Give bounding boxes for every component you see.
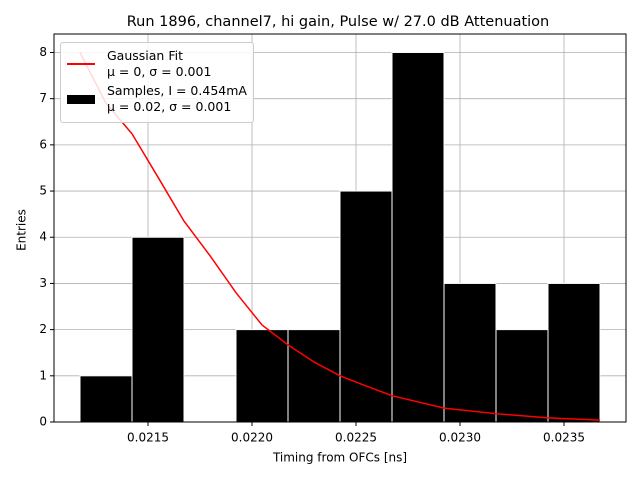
bar (495, 329, 549, 423)
x-axis-label: Timing from OFCs [ns] (272, 451, 407, 465)
bar (391, 51, 445, 423)
bar (235, 329, 289, 423)
y-tick-label: 3 (39, 276, 47, 290)
y-tick-label: 2 (39, 322, 47, 336)
y-tick-label: 5 (39, 184, 47, 198)
legend-label: Gaussian Fit μ = 0, σ = 0.001 (107, 48, 212, 79)
legend-swatch (67, 94, 95, 104)
bar (547, 282, 601, 423)
bar (443, 282, 497, 423)
chart-title: Run 1896, channel7, hi gain, Pulse w/ 27… (127, 14, 550, 30)
x-tick-label: 0.0225 (335, 431, 377, 445)
x-tick-label: 0.0220 (231, 431, 273, 445)
y-tick-label: 0 (39, 415, 47, 429)
y-tick-label: 4 (39, 230, 47, 244)
y-tick-label: 6 (39, 137, 47, 151)
y-tick-label: 1 (39, 368, 47, 382)
bar (339, 190, 393, 423)
bar (287, 329, 341, 423)
legend-swatch (67, 63, 95, 65)
legend-label: Samples, I = 0.454mA μ = 0.02, σ = 0.001 (107, 83, 247, 114)
x-tick-label: 0.0230 (439, 431, 481, 445)
fit-line (79, 52, 601, 421)
x-tick-label: 0.0215 (127, 431, 169, 445)
legend-entry: Samples, I = 0.454mA μ = 0.02, σ = 0.001 (67, 83, 247, 115)
legend: Gaussian Fit μ = 0, σ = 0.001 Samples, I … (60, 42, 254, 123)
bar (79, 375, 133, 423)
bar (131, 236, 185, 423)
y-tick-label: 7 (39, 91, 47, 105)
legend-entry: Gaussian Fit μ = 0, σ = 0.001 (67, 48, 247, 80)
plot-frame (53, 33, 627, 423)
x-tick-label: 0.0235 (543, 431, 585, 445)
y-tick-label: 8 (39, 45, 47, 59)
y-axis-label: Entries (15, 209, 29, 251)
